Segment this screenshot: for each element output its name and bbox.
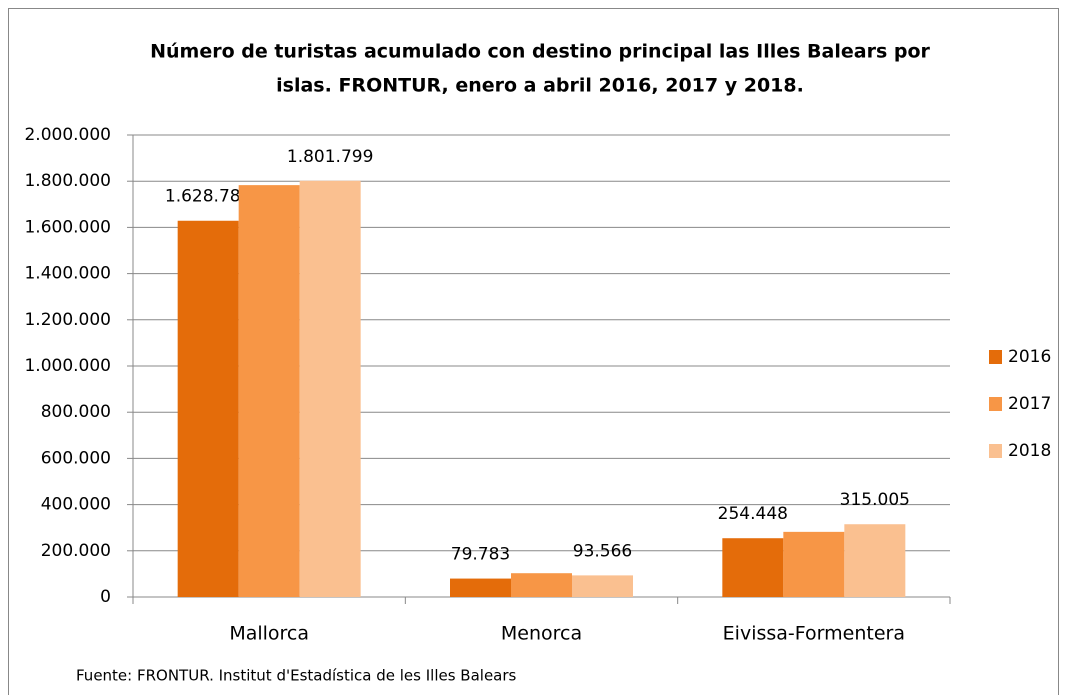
y-tick-label: 800.000	[41, 402, 111, 422]
legend-label: 2017	[1008, 394, 1051, 414]
chart-title: islas. FRONTUR, enero a abril 2016, 2017…	[276, 75, 804, 97]
y-tick-label: 1.200.000	[24, 310, 111, 330]
x-tick-label: Mallorca	[229, 623, 309, 645]
legend-label: 2018	[1008, 441, 1051, 461]
bar	[572, 575, 633, 597]
chart-title: Número de turistas acumulado con destino…	[150, 41, 930, 63]
bar	[722, 538, 784, 597]
x-tick-label: Eivissa-Formentera	[723, 623, 905, 645]
y-tick-label: 2.000.000	[24, 125, 111, 145]
bar	[511, 573, 572, 597]
x-tick-label: Menorca	[501, 623, 582, 645]
legend-swatch	[989, 350, 1002, 364]
y-tick-label: 1.000.000	[24, 356, 111, 376]
bar	[783, 531, 845, 597]
data-label: 1.801.799	[287, 147, 374, 167]
legend-label: 2016	[1008, 347, 1051, 367]
bar	[450, 578, 511, 597]
data-label: 79.783	[451, 545, 510, 565]
y-tick-label: 600.000	[41, 448, 111, 468]
bar	[238, 185, 300, 597]
legend-swatch	[989, 397, 1002, 411]
y-tick-label: 1.800.000	[24, 171, 111, 191]
bar	[177, 220, 239, 597]
y-tick-label: 400.000	[41, 495, 111, 515]
y-tick-label: 1.400.000	[24, 264, 111, 284]
data-label: 254.448	[718, 504, 788, 524]
y-tick-label: 1.600.000	[24, 217, 111, 237]
bar	[844, 524, 906, 597]
y-tick-label: 0	[100, 587, 111, 607]
data-label: 93.566	[573, 541, 632, 561]
y-tick-label: 200.000	[41, 541, 111, 561]
data-label: 315.005	[840, 490, 910, 510]
legend-swatch	[989, 444, 1002, 458]
data-label: 1.628.789	[165, 187, 252, 207]
source-note: Fuente: FRONTUR. Institut d'Estadística …	[76, 667, 517, 685]
bar	[299, 180, 361, 597]
